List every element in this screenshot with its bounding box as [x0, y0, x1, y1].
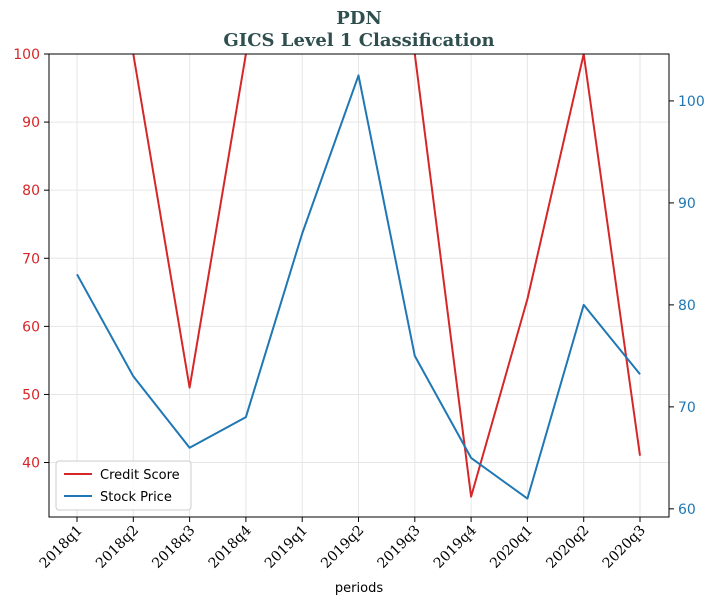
right-tick-label: 80 — [678, 298, 696, 314]
right-axis: 60 70 80 90 100 — [669, 94, 705, 518]
legend-label-credit-score: Credit Score — [100, 468, 180, 483]
x-tick-label: 2019q2 — [318, 523, 367, 572]
right-tick-label: 90 — [678, 196, 696, 212]
x-tick-label: 2019q1 — [262, 523, 311, 572]
right-tick-label: 70 — [678, 400, 696, 416]
x-axis: 2018q1 2018q2 2018q3 2018q4 2019q1 2019q2 2019… — [37, 517, 649, 572]
legend-label-stock-price: Stock Price — [100, 490, 172, 505]
x-tick-label: 2018q4 — [206, 522, 255, 571]
x-tick-label: 2020q3 — [600, 523, 649, 572]
series-line-stock-price — [76, 74, 641, 500]
x-tick-label: 2018q1 — [37, 523, 86, 572]
x-tick-label: 2018q3 — [149, 523, 198, 572]
x-tick-label: 2018q2 — [93, 523, 142, 572]
series-line-credit-score — [132, 54, 641, 498]
x-tick-label: 2019q3 — [374, 523, 423, 572]
grid — [49, 53, 669, 517]
x-tick-label: 2020q2 — [543, 523, 592, 572]
left-tick-label: 50 — [22, 387, 40, 403]
left-tick-label: 40 — [22, 456, 40, 472]
left-tick-label: 100 — [13, 47, 40, 63]
left-tick-label: 80 — [22, 183, 40, 199]
chart-title: PDN — [336, 8, 382, 29]
right-tick-label: 100 — [678, 94, 705, 110]
x-axis-label: periods — [335, 581, 383, 596]
left-tick-label: 60 — [22, 319, 40, 335]
x-tick-label: 2020q1 — [487, 523, 536, 572]
legend: Credit Score Stock Price — [55, 460, 192, 511]
left-tick-label: 70 — [22, 251, 40, 267]
left-axis: 40 50 60 70 80 90 100 — [13, 47, 49, 472]
x-tick-label: 2019q4 — [431, 522, 480, 571]
series-lines — [76, 54, 641, 500]
right-tick-label: 60 — [678, 502, 696, 518]
chart-subtitle: GICS Level 1 Classification — [223, 30, 494, 51]
left-tick-label: 90 — [22, 115, 40, 131]
